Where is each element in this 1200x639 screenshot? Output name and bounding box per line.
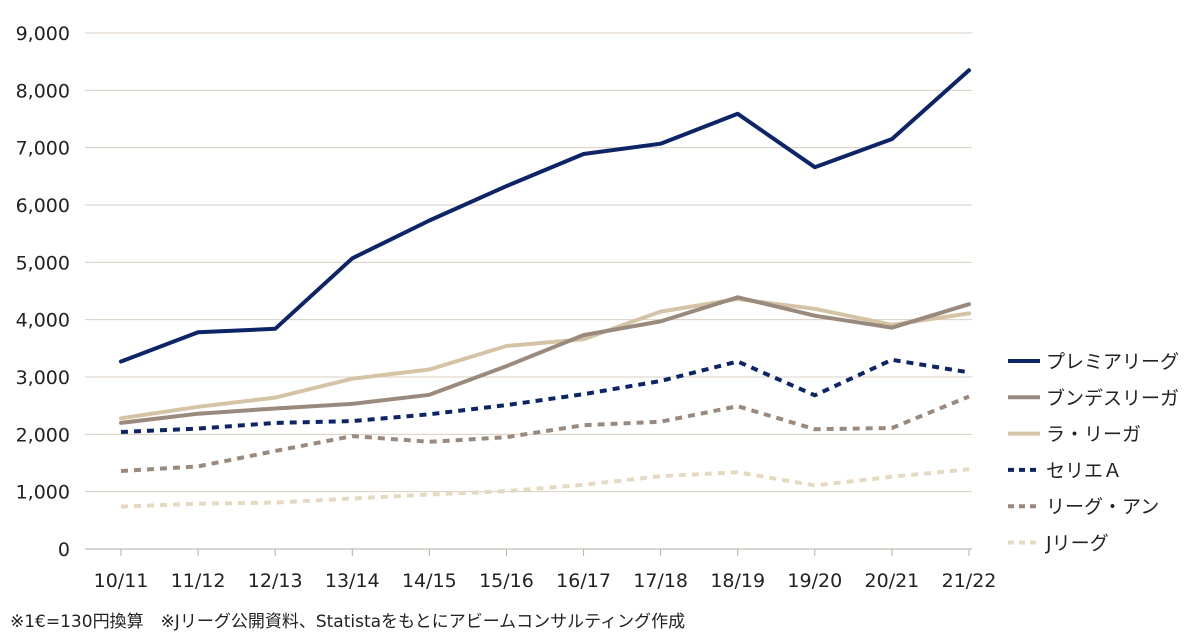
y-tick-label: 3,000: [16, 367, 70, 389]
series-line: [120, 467, 970, 509]
x-tick-label: 21/22: [942, 570, 997, 592]
x-tick-label: 10/11: [94, 570, 149, 592]
legend-label: リーグ・アン: [1046, 496, 1159, 518]
legend-label: プレミアリーグ: [1046, 351, 1179, 373]
x-tick-label: 20/21: [865, 570, 920, 592]
series-line: [119, 297, 971, 421]
series-line: [119, 295, 971, 425]
gridlines: [85, 32, 972, 493]
x-tick-label: 15/16: [479, 570, 534, 592]
y-tick-label: 4,000: [16, 310, 70, 332]
series-line: [120, 394, 970, 473]
x-tick-label: 14/15: [402, 570, 457, 592]
legend-label: セリエＡ: [1046, 460, 1122, 482]
x-axis: 10/11 11/12 12/13 13/14 14/15 15/16 16/17 17/18…: [85, 548, 997, 592]
x-tick-label: 19/20: [787, 570, 842, 592]
y-axis: 0 1,000 2,000 3,000 4,000 5,000 6,000 7,000 8,00…: [16, 23, 70, 561]
y-tick-label: 6,000: [16, 195, 70, 217]
x-tick-label: 17/18: [633, 570, 688, 592]
legend-label: ブンデスリーガ: [1046, 386, 1179, 409]
x-tick-label: 11/12: [171, 570, 226, 592]
series-line: [119, 68, 971, 364]
footnote: ※1€=130円換算 ※Jリーグ公開資料、Statistaをもとにアビームコンサ…: [10, 612, 686, 632]
y-tick-label: 1,000: [16, 482, 70, 504]
y-tick-label: 9,000: [16, 23, 70, 45]
y-tick-label: 5,000: [16, 252, 70, 274]
x-tick-label: 12/13: [248, 570, 303, 592]
y-tick-label: 8,000: [16, 80, 70, 102]
legend-label: Jリーグ: [1045, 533, 1109, 555]
series-line: [120, 357, 970, 434]
x-tick-label: 13/14: [325, 570, 380, 592]
y-tick-label: 2,000: [16, 424, 70, 446]
legend-label: ラ・リーガ: [1046, 424, 1141, 446]
y-tick-label: 7,000: [16, 138, 70, 160]
y-tick-label: 0: [58, 539, 70, 561]
series-lines: [119, 68, 971, 509]
x-tick-label: 18/19: [710, 570, 765, 592]
x-tick-label: 16/17: [556, 570, 611, 592]
